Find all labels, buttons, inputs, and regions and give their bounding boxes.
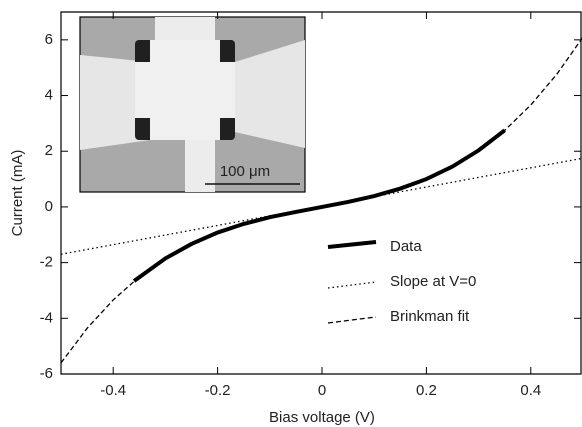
x-tick-label: 0.2: [416, 382, 437, 399]
legend-swatch: [327, 281, 377, 289]
y-tick-label: -4: [40, 309, 53, 326]
legend-swatch: [327, 240, 377, 249]
inset-photo: [79, 16, 306, 193]
series-line: [61, 157, 582, 255]
legend-label: Slope at V=0: [390, 273, 476, 290]
inset-scale-label: 100 μm: [220, 163, 270, 180]
y-tick-label: 6: [45, 31, 53, 48]
x-tick-label: -0.4: [100, 382, 126, 399]
legend-swatch: [327, 316, 377, 324]
x-tick-label: 0.4: [520, 382, 541, 399]
y-axis-label: Current (mA): [9, 150, 26, 237]
y-tick-label: 2: [45, 142, 53, 159]
x-tick-label: 0: [318, 382, 326, 399]
y-tick-label: 4: [45, 87, 53, 104]
y-tick-label: -6: [40, 365, 53, 382]
y-tick-label: -2: [40, 254, 53, 271]
y-tick-label: 0: [45, 198, 53, 215]
legend-label: Brinkman fit: [390, 308, 470, 325]
legend-label: Data: [390, 238, 422, 255]
series-line: [132, 128, 506, 283]
x-axis-label: Bias voltage (V): [269, 409, 375, 426]
x-tick-label: -0.2: [205, 382, 231, 399]
